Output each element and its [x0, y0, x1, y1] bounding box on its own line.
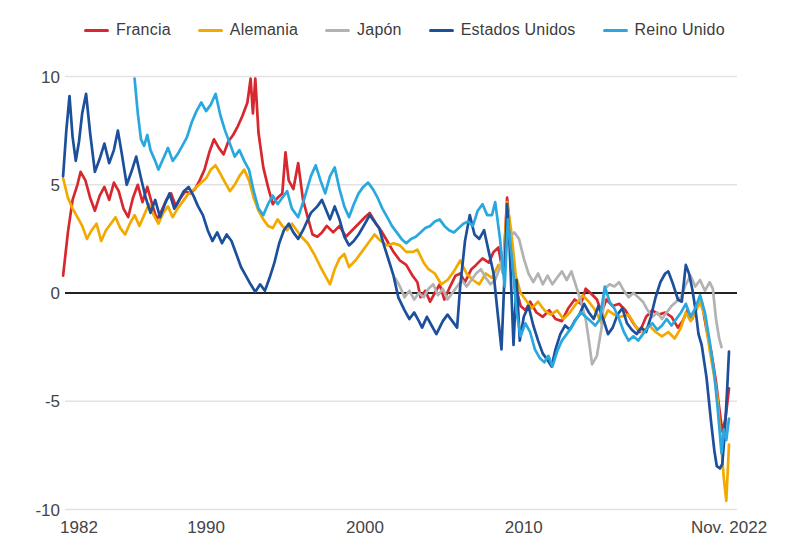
x-tick-label-1990: 1990	[187, 518, 225, 537]
series-line-reino-unido	[135, 79, 729, 454]
x-tick-label-1982: 1982	[60, 518, 98, 537]
y-tick-label-5: 5	[51, 176, 60, 195]
chart-canvas: FranciaAlemaniaJapónEstados UnidosReino …	[0, 0, 800, 554]
y-tick-label--10: -10	[35, 501, 60, 520]
y-tick-label-0: 0	[51, 284, 60, 303]
series-line-alemania	[63, 165, 729, 501]
real-rates-line-chart: 10 5 0 -5 -101982 1990 2000 2010 Nov. 2022	[0, 0, 800, 554]
x-tick-label-Nov-2022: Nov. 2022	[691, 518, 767, 537]
x-tick-label-2010: 2010	[505, 518, 543, 537]
y-tick-label-10: 10	[41, 68, 60, 87]
x-tick-label-2000: 2000	[346, 518, 384, 537]
series-line-francia	[63, 79, 729, 432]
y-tick-label--5: -5	[45, 392, 60, 411]
series-line-estados-unidos	[63, 94, 729, 469]
